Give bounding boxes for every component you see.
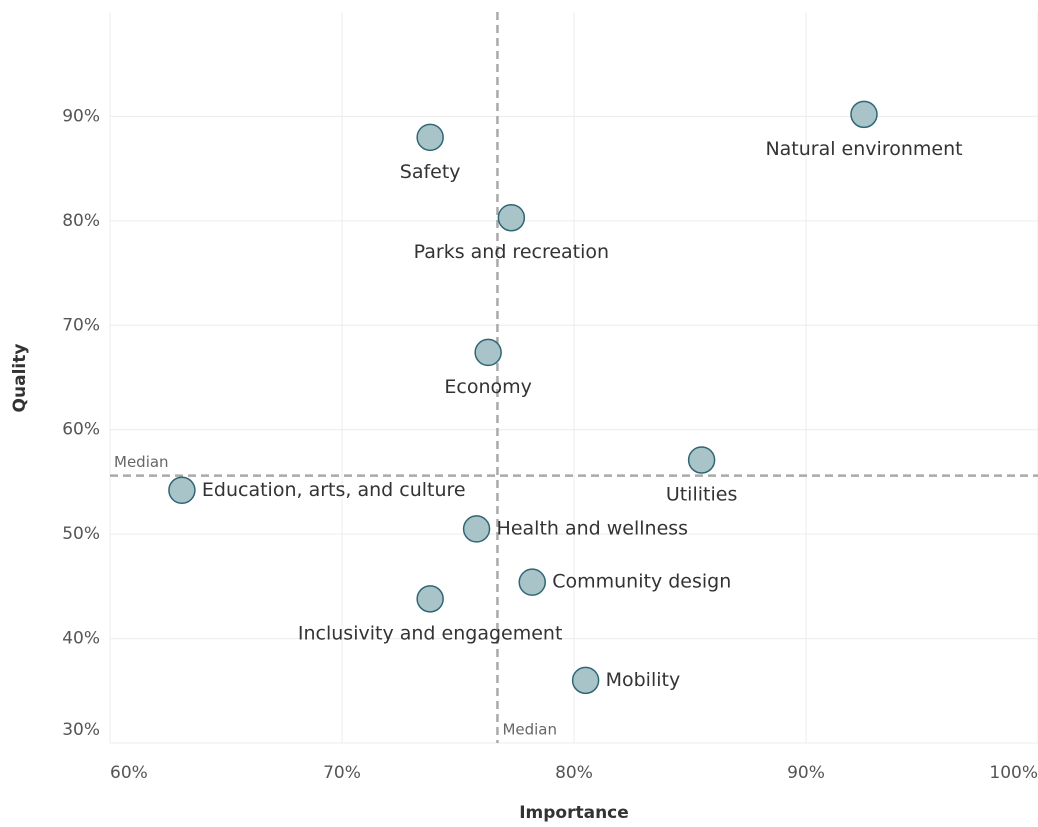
point-label: Safety (400, 161, 461, 183)
x-axis-title: Importance (519, 803, 629, 823)
point-label: Natural environment (765, 138, 962, 160)
point-label: Mobility (606, 669, 681, 691)
y-tick-label: 90% (62, 106, 100, 126)
point (518, 568, 546, 596)
median-label: Median (502, 721, 557, 739)
point (687, 446, 716, 474)
y-tick-label: 60% (62, 420, 100, 440)
y-tick-label: 40% (62, 629, 100, 649)
y-tick-label: 50% (62, 524, 100, 544)
point (497, 203, 526, 232)
x-tick-label: 100% (989, 763, 1038, 783)
point (850, 100, 878, 129)
point-label: Education, arts, and culture (202, 479, 466, 501)
point (416, 123, 444, 152)
point (571, 666, 600, 695)
point-label: Community design (552, 571, 731, 593)
x-tick-label: 90% (787, 763, 825, 783)
x-tick-label: 70% (323, 763, 361, 783)
y-tick-label: 30% (62, 720, 100, 740)
point-label: Utilities (666, 483, 738, 505)
median-label: Median (114, 453, 169, 471)
x-tick-label: 60% (110, 763, 148, 783)
y-tick-label: 80% (62, 211, 100, 231)
point (416, 585, 444, 613)
x-tick-label: 80% (555, 763, 593, 783)
point-label: Inclusivity and engagement (298, 622, 563, 644)
point-label: Health and wellness (497, 517, 689, 539)
point (168, 476, 196, 505)
point-label: Parks and recreation (414, 241, 609, 263)
point-label: Economy (444, 376, 532, 398)
y-tick-label: 70% (62, 315, 100, 335)
y-axis-title: Quality (10, 344, 30, 413)
point (462, 515, 491, 543)
point (474, 338, 502, 367)
